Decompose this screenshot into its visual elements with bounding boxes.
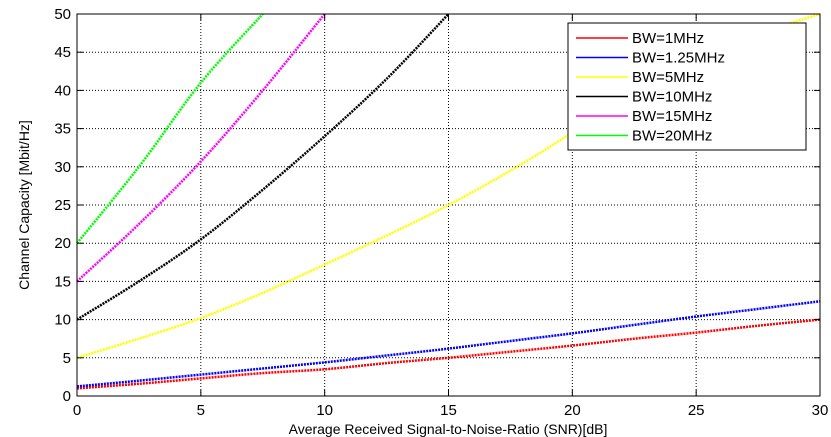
x-tick-label: 5 xyxy=(197,402,205,419)
y-tick-label: 50 xyxy=(54,6,71,23)
y-tick-label: 10 xyxy=(54,312,71,329)
x-tick-label: 0 xyxy=(73,402,81,419)
legend-box xyxy=(567,22,807,151)
legend-label: BW=10MHz xyxy=(632,89,712,106)
y-tick-label: 45 xyxy=(54,44,71,61)
y-tick-label: 25 xyxy=(54,197,71,214)
x-tick-label: 30 xyxy=(812,402,829,419)
x-tick-label: 25 xyxy=(688,402,705,419)
series-line xyxy=(76,13,264,244)
y-tick-label: 5 xyxy=(63,350,71,367)
legend-label: BW=15MHz xyxy=(632,108,712,125)
x-tick-label: 15 xyxy=(440,402,457,419)
legend-label: BW=1MHz xyxy=(632,30,704,47)
series-line xyxy=(76,13,450,321)
y-tick-label: 0 xyxy=(63,388,71,405)
series-line xyxy=(76,300,821,388)
legend: BW=1MHz BW=1.25MHz BW=5MHz BW=10MHz BW=15MHz… xyxy=(567,22,807,151)
y-axis-label: Channel Capacity [Mbit/Hz] xyxy=(16,120,32,290)
y-tick-label: 40 xyxy=(54,82,71,99)
series-line xyxy=(76,13,326,283)
y-tick-label: 20 xyxy=(54,235,71,252)
axis-ticks: 0 5 10 15 20 25 30 0 5 10 15 20 25 30 35 40 45 50 xyxy=(54,6,828,419)
y-tick-label: 30 xyxy=(54,159,71,176)
series-line xyxy=(76,318,821,390)
legend-label: BW=5MHz xyxy=(632,69,704,86)
legend-label: BW=1.25MHz xyxy=(632,50,725,67)
x-tick-label: 10 xyxy=(316,402,333,419)
y-tick-label: 35 xyxy=(54,121,71,138)
x-axis-label: Average Received Signal-to-Noise-Ratio (… xyxy=(289,421,608,437)
legend-label: BW=20MHz xyxy=(632,128,712,145)
y-tick-label: 15 xyxy=(54,273,71,290)
x-tick-label: 20 xyxy=(564,402,581,419)
